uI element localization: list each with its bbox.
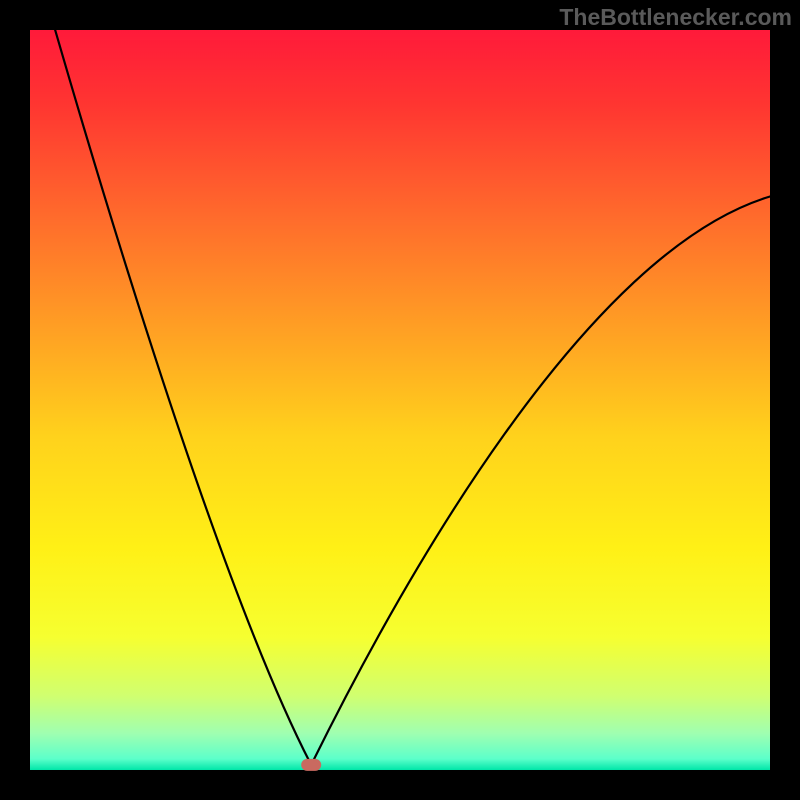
plot-background — [30, 30, 770, 770]
watermark-text: TheBottlenecker.com — [559, 4, 792, 31]
optimal-point-marker — [301, 759, 321, 771]
bottleneck-chart — [0, 0, 800, 800]
